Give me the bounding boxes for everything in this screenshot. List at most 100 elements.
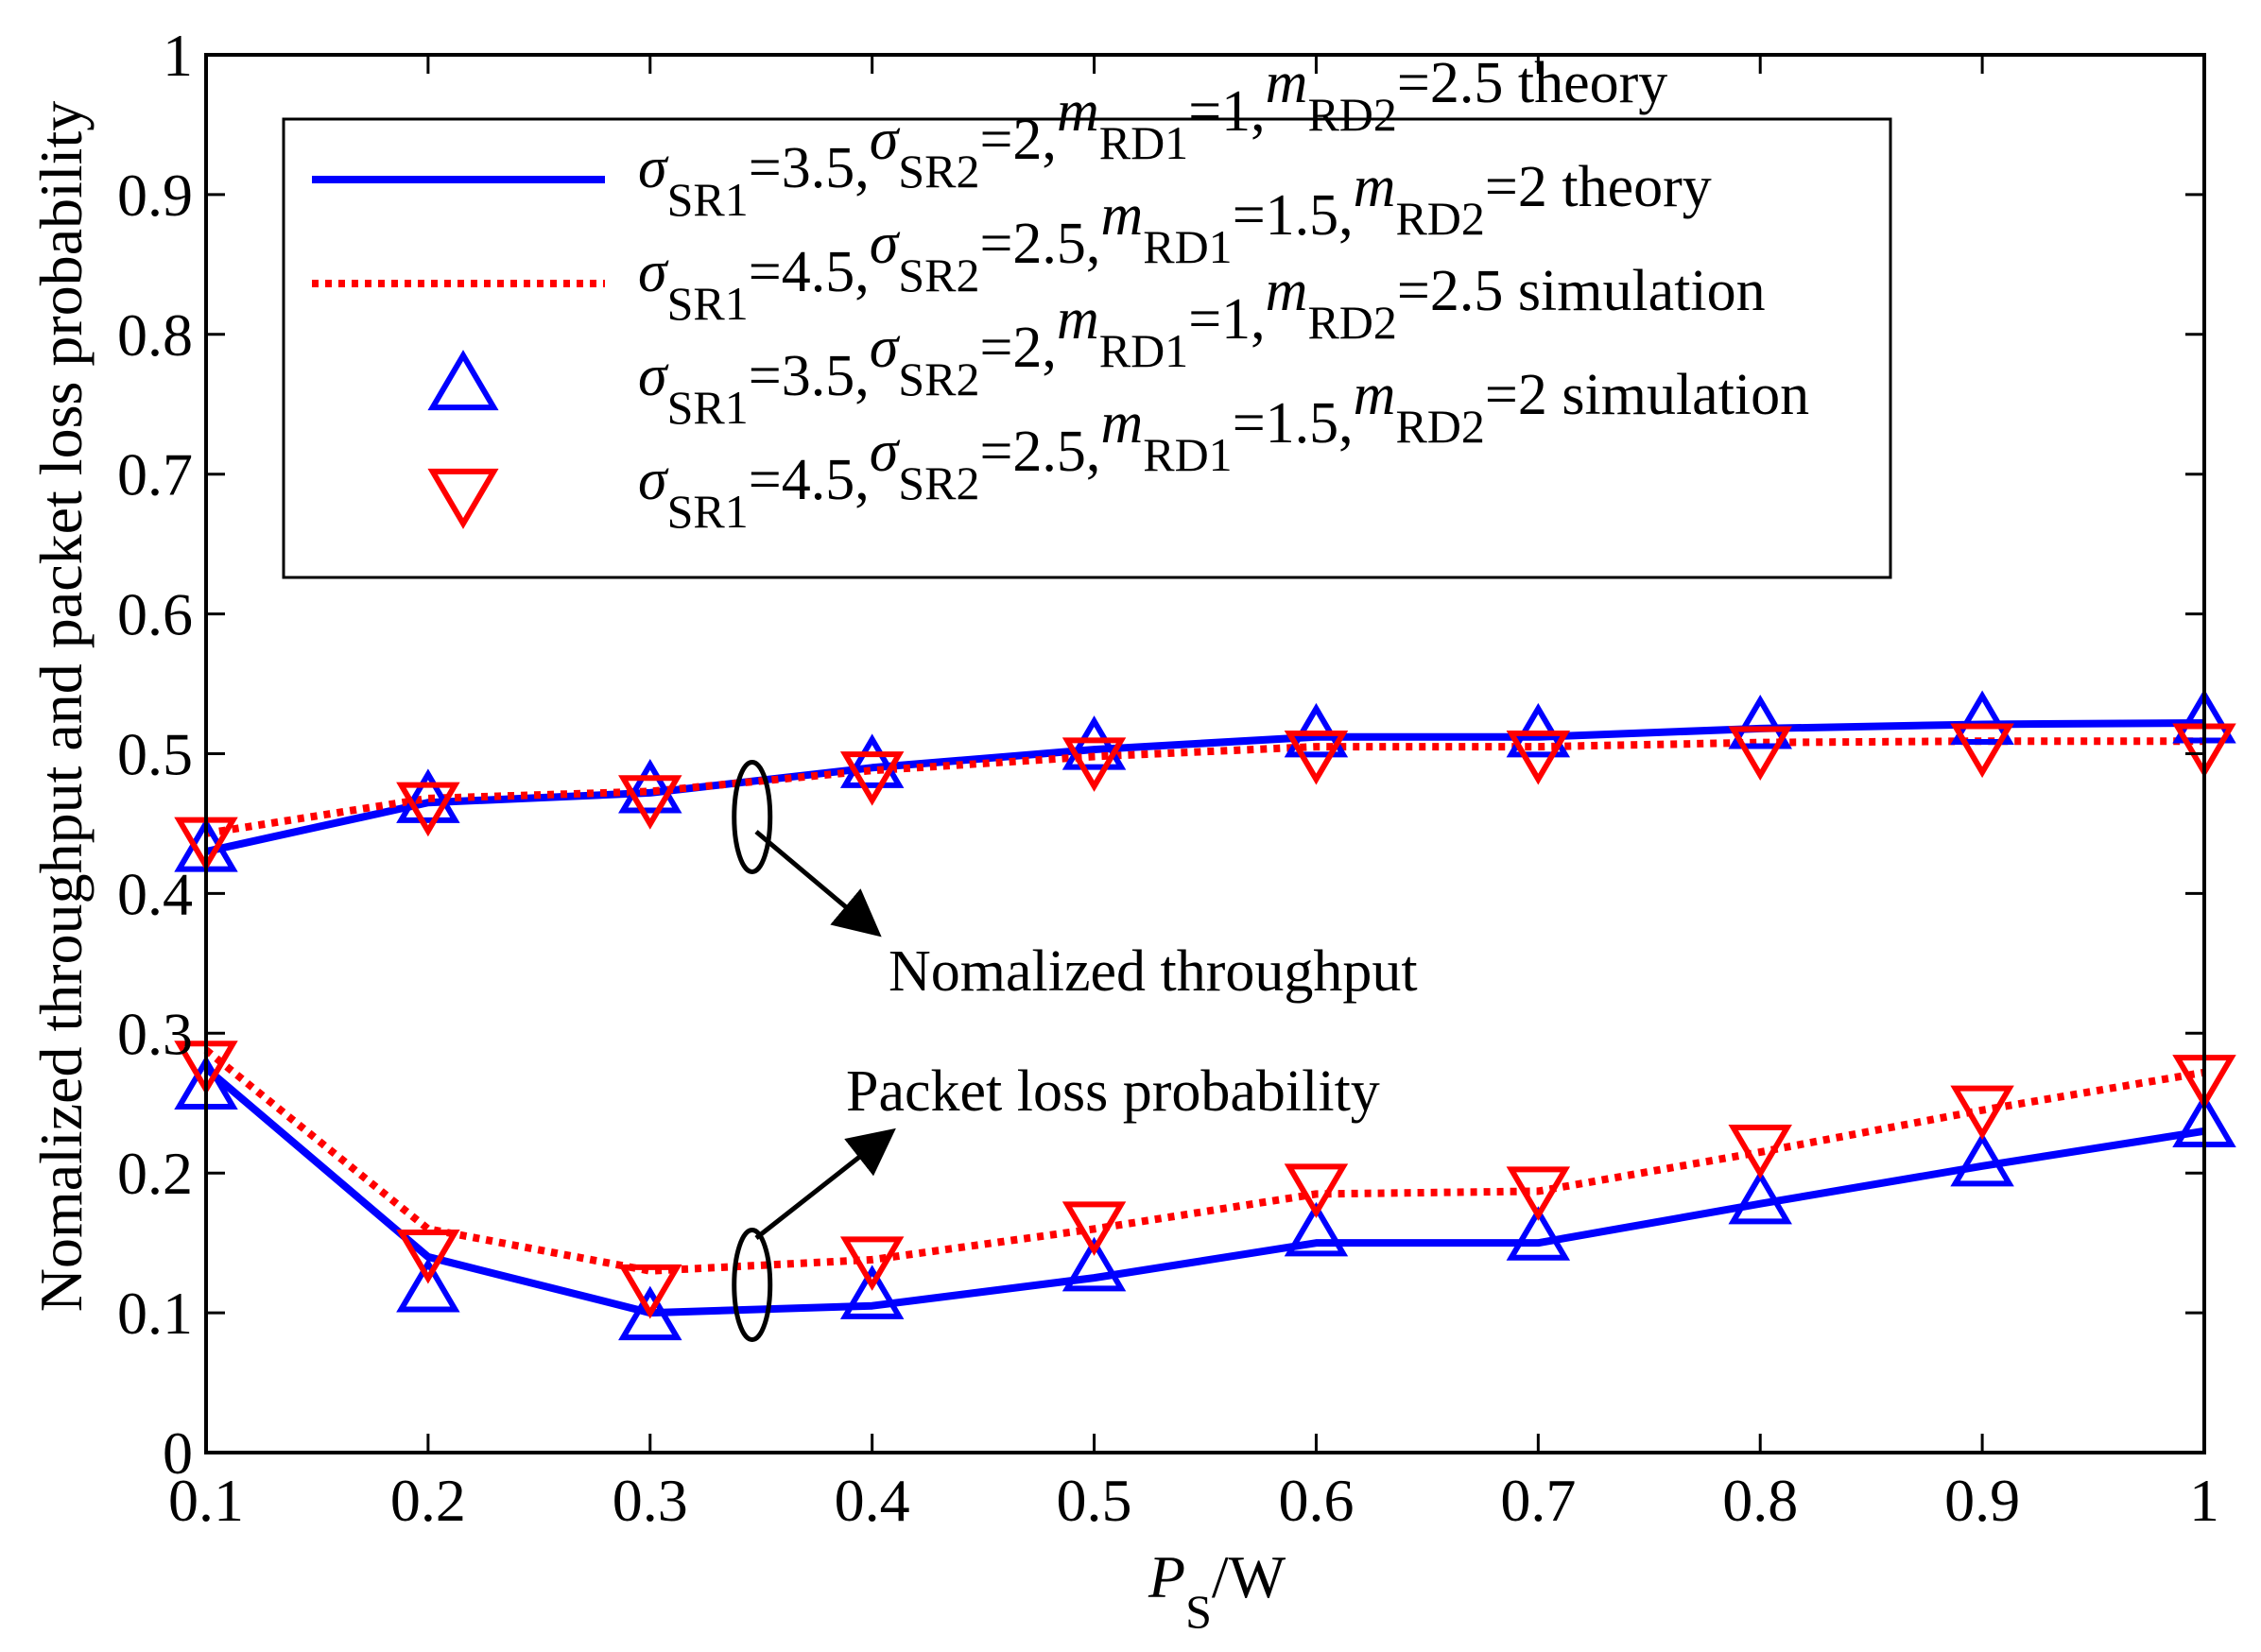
legend-param-subscript: RD1 (1143, 428, 1232, 481)
y-tick-label: 0.4 (117, 860, 193, 927)
legend-param-symbol: m (1354, 363, 1396, 427)
legend-param-symbol: σ (870, 316, 901, 380)
legend-entry-2: σSR1=3.5,σSR2=2,mRD1=1,mRD2=2.5 simulati… (427, 259, 1766, 434)
y-tick-label: 0.7 (117, 441, 193, 508)
data-point (839, 751, 905, 806)
data-point (1061, 1236, 1127, 1292)
legend-param-value: =1, (1188, 79, 1265, 144)
y-tick-label: 0 (163, 1420, 193, 1487)
x-axis-label-unit: /W (1212, 1543, 1286, 1610)
legend-description: theory (1547, 155, 1712, 219)
data-point (618, 1285, 682, 1341)
x-tick-label: 0.4 (835, 1467, 910, 1534)
data-point (1506, 730, 1571, 785)
legend-param-subscript: RD2 (1395, 400, 1484, 453)
annotation-ellipse (732, 759, 773, 874)
legend-param-symbol: σ (870, 212, 901, 276)
legend-param-symbol: σ (638, 136, 669, 200)
legend-param-value: =3.5, (749, 344, 870, 408)
y-tick-label: 0.6 (117, 581, 193, 648)
data-point (1728, 694, 1792, 749)
legend-param-value: =2 (1485, 155, 1547, 219)
data-point (1061, 715, 1127, 770)
x-tick-label: 0.6 (1278, 1467, 1354, 1534)
legend-marker-sample (427, 468, 499, 529)
legend-param-symbol: σ (870, 108, 901, 172)
data-point (396, 1257, 460, 1313)
data-point (1284, 1163, 1349, 1218)
x-tick-label: 1 (2189, 1467, 2219, 1534)
y-tick-label: 0.1 (117, 1280, 193, 1347)
data-point (618, 1264, 682, 1319)
legend-param-subscript: SR2 (898, 456, 979, 509)
y-tick-label: 0.8 (117, 301, 193, 369)
legend-label: σSR1=3.5,σSR2=2,mRD1=1,mRD2=2.5 theory (638, 51, 1667, 226)
y-tick-label: 0.3 (117, 1000, 193, 1067)
series-line (203, 1065, 2205, 1317)
data-point (618, 758, 682, 814)
legend-param-subscript: SR1 (667, 277, 749, 330)
legend-param-value: =1.5, (1233, 183, 1354, 248)
legend-param-value: =2, (979, 108, 1056, 172)
legend-param-subscript: SR1 (667, 381, 749, 434)
x-tick-label: 0.2 (390, 1467, 466, 1534)
data-point (1950, 1131, 2014, 1187)
data-point (1728, 1169, 1792, 1225)
x-tick-label: 0.3 (613, 1467, 688, 1534)
y-tick-label: 1 (163, 22, 193, 89)
legend-param-value: =2.5, (979, 420, 1100, 484)
series-line (205, 737, 2204, 837)
legend-param-symbol: m (1100, 183, 1143, 248)
x-tick-label: 0.9 (1944, 1467, 2020, 1534)
legend-param-symbol: m (1266, 259, 1308, 323)
legend-entry-3: σSR1=4.5,σSR2=2.5,mRD1=1.5,mRD2=2 simula… (427, 363, 1809, 538)
legend-param-symbol: m (1354, 155, 1396, 219)
legend-marker-sample (427, 350, 499, 411)
legend-param-symbol: m (1057, 79, 1099, 144)
legend-entry-0: σSR1=3.5,σSR2=2,mRD1=1,mRD2=2.5 theory (312, 51, 1667, 226)
legend-param-symbol: m (1100, 391, 1143, 456)
legend: σSR1=3.5,σSR2=2,mRD1=1,mRD2=2.5 theoryσS… (282, 51, 1892, 579)
legend-param-subscript: RD1 (1143, 220, 1232, 273)
legend-param-subscript: SR2 (898, 145, 979, 198)
x-axis-label-main: P (1148, 1543, 1185, 1610)
data-point (1950, 723, 2014, 779)
data-point (396, 782, 460, 837)
data-point (1061, 1201, 1127, 1256)
annotation-0: Nomalized throughput (732, 759, 1418, 1004)
legend-param-value: =4.5, (749, 240, 870, 304)
legend-param-symbol: m (1057, 287, 1099, 352)
annotation-1: Packet loss probability (732, 1059, 1380, 1343)
series-layer (174, 689, 2236, 1341)
legend-label: σSR1=3.5,σSR2=2,mRD1=1,mRD2=2.5 simulati… (638, 259, 1766, 434)
annotation-label: Packet loss probability (846, 1059, 1380, 1124)
x-tick-label: 0.7 (1500, 1467, 1576, 1534)
y-axis-label: Nomalized throughput and packet loss pro… (27, 101, 95, 1313)
legend-label: σSR1=4.5,σSR2=2.5,mRD1=1.5,mRD2=2 simula… (638, 363, 1809, 538)
data-point (839, 1236, 905, 1291)
series-1 (205, 737, 2204, 837)
legend-param-subscript: SR2 (898, 249, 979, 301)
legend-param-symbol: σ (638, 240, 669, 304)
legend-param-subscript: SR2 (898, 353, 979, 405)
data-point (1728, 1125, 1792, 1179)
data-point (1506, 1166, 1571, 1221)
legend-description: theory (1503, 51, 1667, 115)
data-point (1284, 1201, 1349, 1257)
data-point (1728, 726, 1792, 782)
legend-param-subscript: SR1 (667, 173, 749, 226)
legend-param-value: =1.5, (1233, 391, 1354, 456)
x-tick-label: 0.1 (168, 1467, 244, 1534)
series-3 (174, 723, 2236, 872)
y-tick-label: 0.5 (117, 721, 193, 788)
legend-param-value: =2.5, (979, 212, 1100, 276)
axes-layer: 0.1 0.2 0.3 0.4 0.5 0.6 0.7 0.8 0.9 100.10.20.30.… (27, 22, 2219, 1638)
legend-param-symbol: m (1266, 51, 1308, 115)
legend-entry-1: σSR1=4.5,σSR2=2.5,mRD1=1.5,mRD2=2 theory (312, 155, 1712, 330)
data-point (396, 768, 460, 823)
annotation-arrow (754, 1127, 896, 1240)
series-line (203, 1046, 2205, 1275)
legend-param-subscript: SR1 (667, 485, 749, 538)
legend-description: simulation (1503, 259, 1765, 323)
legend-param-symbol: σ (870, 420, 901, 484)
